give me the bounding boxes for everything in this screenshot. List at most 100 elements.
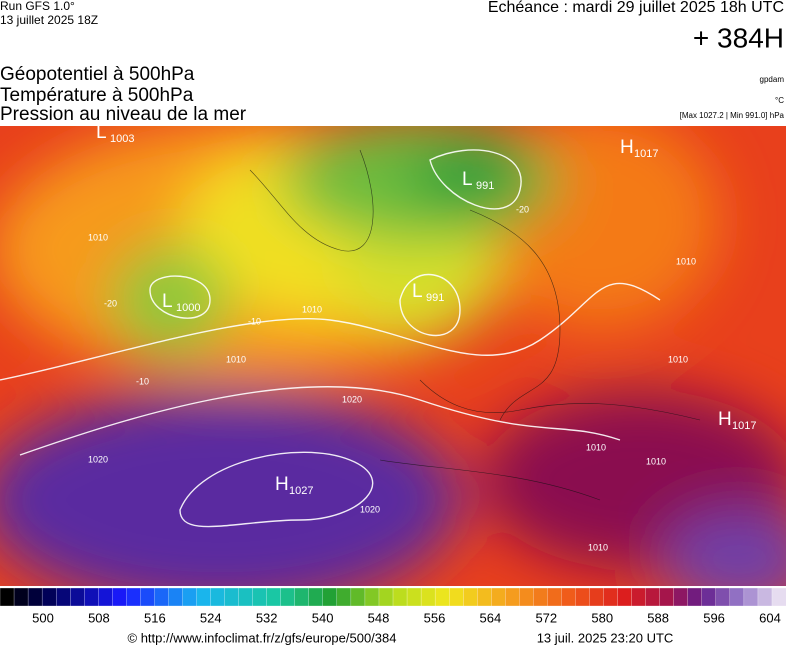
colorbar-swatch bbox=[715, 587, 731, 607]
colorbar-swatch bbox=[673, 587, 689, 607]
colorbar-swatch bbox=[13, 587, 29, 607]
colorbar-swatch bbox=[350, 587, 366, 607]
colorbar-swatch bbox=[294, 587, 310, 607]
colorbar-swatch bbox=[0, 587, 15, 607]
center-value: 1027 bbox=[289, 485, 313, 497]
colorbar-swatch bbox=[659, 587, 675, 607]
colorbar-swatch bbox=[252, 587, 268, 607]
colorbar-swatch bbox=[41, 587, 57, 607]
colorbar-swatch bbox=[477, 587, 492, 607]
center-value: 991 bbox=[426, 292, 444, 304]
colorbar-swatch bbox=[322, 587, 338, 607]
isobar-label: 1020 bbox=[342, 394, 362, 404]
center-value: 1017 bbox=[634, 148, 658, 160]
map bbox=[0, 126, 786, 586]
colorbar-swatch bbox=[182, 587, 197, 607]
colorbar-swatch bbox=[168, 587, 183, 607]
center-letter: L bbox=[96, 122, 107, 143]
colorbar-swatch bbox=[505, 587, 520, 607]
colorbar-swatch bbox=[589, 587, 604, 607]
colorbar-swatch bbox=[687, 587, 703, 607]
colorbar-swatch bbox=[238, 587, 254, 607]
field-label: Géopotentiel à 500hPa bbox=[0, 64, 195, 85]
colorbar-swatch bbox=[645, 587, 661, 607]
colorbar-label: 532 bbox=[256, 610, 278, 625]
isobar-label: 1020 bbox=[360, 504, 380, 514]
colorbar-swatch bbox=[448, 587, 464, 607]
colorbar-swatch bbox=[210, 587, 226, 607]
center-value: 1000 bbox=[176, 302, 200, 314]
colorbar-label: 604 bbox=[759, 610, 781, 625]
isobar-label: 1010 bbox=[586, 442, 606, 452]
run-label: Run GFS 1.0° bbox=[0, 0, 75, 13]
isotherm-label: -20 bbox=[104, 298, 117, 308]
colorbar-swatch bbox=[491, 587, 506, 607]
colorbar-swatch bbox=[519, 587, 534, 607]
isotherm-label: -20 bbox=[516, 204, 529, 214]
colorbar-label: 524 bbox=[200, 610, 222, 625]
isobar-label: 1020 bbox=[88, 454, 108, 464]
colorbar-swatch bbox=[55, 587, 71, 607]
colorbar-label: 500 bbox=[32, 610, 54, 625]
colorbar-swatch bbox=[533, 587, 548, 607]
timestamp: 13 juil. 2025 23:20 UTC bbox=[537, 630, 674, 645]
colorbar-swatch bbox=[224, 587, 240, 607]
colorbar-swatch bbox=[378, 587, 394, 607]
isobar-label: 1010 bbox=[88, 232, 108, 242]
unit-label: gpdam bbox=[760, 75, 785, 84]
colorbar-swatch bbox=[154, 587, 169, 607]
isobar-label: 1010 bbox=[226, 354, 246, 364]
colorbar-swatch bbox=[701, 587, 717, 607]
isotherm-label: -10 bbox=[248, 316, 261, 326]
colorbar-swatch bbox=[84, 587, 99, 607]
colorbar-swatch bbox=[196, 587, 211, 607]
colorbar-swatch bbox=[364, 587, 380, 607]
lead-time: + 384H bbox=[693, 22, 784, 53]
colorbar-label: 564 bbox=[480, 610, 502, 625]
colorbar-label: 516 bbox=[144, 610, 166, 625]
isobar-label: 1010 bbox=[676, 256, 696, 266]
run-date: 13 juillet 2025 18Z bbox=[0, 13, 98, 27]
colorbar-swatch bbox=[27, 587, 43, 607]
colorbar-swatch bbox=[308, 587, 324, 607]
colorbar-swatch bbox=[140, 587, 155, 607]
colorbar-swatch bbox=[112, 587, 127, 607]
colorbar-label: 572 bbox=[535, 610, 557, 625]
colorbar-label: 540 bbox=[312, 610, 334, 625]
colorbar-swatch bbox=[617, 587, 633, 607]
isotherm-label: -10 bbox=[136, 376, 149, 386]
colorbar-swatch bbox=[392, 587, 408, 607]
unit-label: [Max 1027.2 | Min 991.0] hPa bbox=[680, 111, 785, 120]
isobar-label: 1010 bbox=[668, 354, 688, 364]
colorbar-label: 580 bbox=[591, 610, 613, 625]
center-value: 1017 bbox=[732, 420, 756, 432]
colorbar-label: 588 bbox=[647, 610, 669, 625]
colorbar-label: 556 bbox=[424, 610, 446, 625]
colorbar-swatch bbox=[434, 587, 450, 607]
center-letter: H bbox=[718, 409, 732, 430]
center-value: 1003 bbox=[110, 133, 134, 145]
source-link: © http://www.infoclimat.fr/z/gfs/europe/… bbox=[128, 630, 397, 645]
colorbar-swatch bbox=[266, 587, 282, 607]
center-letter: L bbox=[462, 169, 473, 190]
valid-time: Echéance : mardi 29 juillet 2025 18h UTC bbox=[488, 0, 784, 16]
colorbar-swatch bbox=[631, 587, 647, 607]
colorbar-swatch bbox=[561, 587, 576, 607]
colorbar-swatch bbox=[98, 587, 113, 607]
colorbar-swatch bbox=[547, 587, 562, 607]
colorbar-swatch bbox=[575, 587, 590, 607]
colorbar-swatch bbox=[336, 587, 352, 607]
colorbar-swatch bbox=[126, 587, 141, 607]
field-label: Pression au niveau de la mer bbox=[0, 104, 247, 125]
colorbar-swatch bbox=[757, 587, 773, 607]
colorbar-label: 548 bbox=[368, 610, 390, 625]
colorbar-label: 596 bbox=[703, 610, 725, 625]
isobar-label: 1010 bbox=[646, 456, 666, 466]
isobar-label: 1010 bbox=[588, 542, 608, 552]
colorbar-swatch bbox=[280, 587, 296, 607]
isobar-label: 1010 bbox=[302, 304, 322, 314]
colorbar-swatch bbox=[70, 587, 85, 607]
colorbar-swatch bbox=[420, 587, 436, 607]
